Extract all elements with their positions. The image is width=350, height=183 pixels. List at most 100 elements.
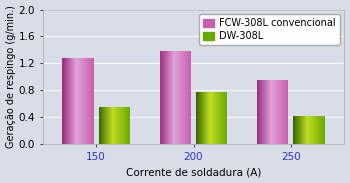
Bar [206,92,207,144]
Bar [80,58,81,144]
Bar [199,92,200,144]
Bar [103,107,104,144]
Bar [117,107,118,144]
Bar [182,51,183,144]
Bar [320,116,321,144]
Bar [126,107,127,144]
Bar [128,107,129,144]
Bar [279,80,280,144]
Bar [274,80,275,144]
Bar [280,80,281,144]
Bar [172,51,173,144]
Bar [187,51,188,144]
Bar [197,92,198,144]
Bar [173,51,174,144]
Bar [213,92,214,144]
Bar [176,51,177,144]
Bar [304,116,305,144]
Bar [312,116,313,144]
Bar [270,80,271,144]
Bar [178,51,179,144]
Bar [105,107,106,144]
Bar [268,80,269,144]
Bar [124,107,125,144]
Bar [319,116,320,144]
Bar [299,116,300,144]
Bar [271,80,272,144]
Bar [226,92,227,144]
Bar [200,92,201,144]
Bar [116,107,117,144]
Bar [93,58,94,144]
Bar [84,58,85,144]
Bar [99,107,100,144]
Legend: FCW-308L convencional, DW-308L: FCW-308L convencional, DW-308L [199,14,340,45]
Bar [86,58,87,144]
Bar [295,116,296,144]
Bar [120,107,121,144]
Bar [113,107,114,144]
Bar [318,116,319,144]
Bar [179,51,180,144]
Bar [316,116,317,144]
Bar [63,58,64,144]
Bar [119,107,120,144]
Bar [278,80,279,144]
X-axis label: Corrente de soldadura (A): Corrente de soldadura (A) [126,167,261,178]
Bar [85,58,86,144]
Bar [296,116,297,144]
Bar [165,51,166,144]
Bar [127,107,128,144]
Bar [121,107,122,144]
Bar [189,51,190,144]
Bar [322,116,323,144]
Bar [167,51,168,144]
Y-axis label: Geração de respingo (g/min.): Geração de respingo (g/min.) [6,5,15,148]
Bar [81,58,82,144]
Bar [188,51,189,144]
Bar [87,58,88,144]
Bar [122,107,123,144]
Bar [303,116,304,144]
Bar [281,80,282,144]
Bar [216,92,217,144]
Bar [311,116,312,144]
Bar [273,80,274,144]
Bar [164,51,165,144]
Bar [107,107,108,144]
Bar [212,92,213,144]
Bar [314,116,315,144]
Bar [275,80,276,144]
Bar [219,92,220,144]
Bar [185,51,186,144]
Bar [272,80,273,144]
Bar [277,80,278,144]
Bar [217,92,218,144]
Bar [263,80,264,144]
Bar [215,92,216,144]
Bar [207,92,208,144]
Bar [287,80,288,144]
Bar [282,80,283,144]
Bar [74,58,75,144]
Bar [83,58,84,144]
Bar [323,116,324,144]
Bar [75,58,76,144]
Bar [91,58,92,144]
Bar [259,80,260,144]
Bar [123,107,124,144]
Bar [257,80,258,144]
Bar [315,116,316,144]
Bar [69,58,70,144]
Bar [109,107,110,144]
Bar [183,51,184,144]
Bar [220,92,221,144]
Bar [266,80,267,144]
Bar [293,116,294,144]
Bar [214,92,215,144]
Bar [66,58,67,144]
Bar [306,116,307,144]
Bar [221,92,222,144]
Bar [129,107,130,144]
Bar [88,58,89,144]
